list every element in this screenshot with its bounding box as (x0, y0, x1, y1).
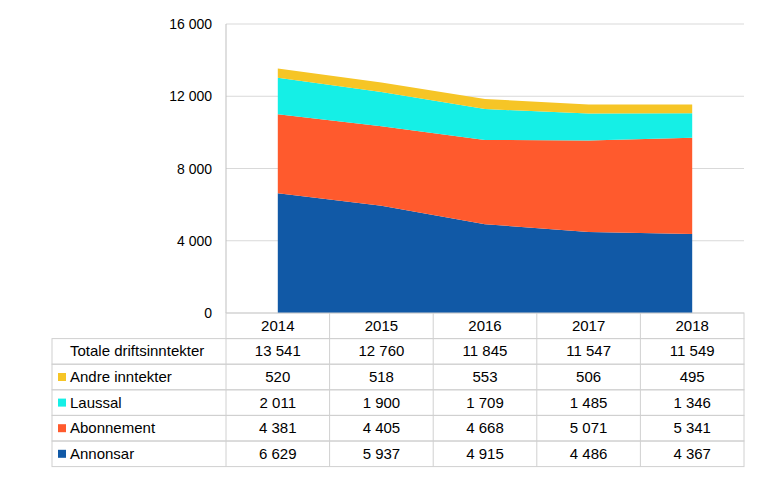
table-divider (433, 415, 434, 441)
table-value: 4 915 (466, 445, 504, 462)
table-value: 2 011 (260, 394, 296, 411)
table-divider (226, 364, 227, 390)
table-divider (433, 364, 434, 390)
table-divider (329, 364, 330, 390)
table-divider (640, 441, 641, 467)
legend-swatch (58, 450, 66, 458)
table-row (52, 415, 744, 441)
grid-line (226, 24, 744, 25)
table-row (52, 441, 744, 467)
table-value: 520 (265, 368, 290, 385)
table-value: 11 845 (463, 342, 508, 359)
table-divider (640, 390, 641, 416)
table-value: 5 071 (570, 419, 608, 436)
chart-root: 04 0008 00012 00016 00020142015201620172… (0, 0, 777, 486)
legend-swatch (58, 373, 66, 381)
x-tick-label: 2017 (572, 317, 605, 334)
y-tick-label: 16 000 (169, 16, 212, 32)
grid (226, 24, 744, 313)
table-divider (226, 390, 227, 416)
table-value: 553 (472, 368, 497, 385)
table-row (52, 364, 744, 390)
table-header-frame (226, 313, 744, 339)
table-row (52, 339, 744, 365)
y-tick-label: 12 000 (169, 88, 212, 104)
x-tick-label: 2015 (365, 317, 398, 334)
row-label: Totale driftsinntekter (70, 342, 204, 359)
y-tick-label: 4 000 (177, 233, 212, 249)
table-divider (226, 339, 227, 365)
table-divider (433, 441, 434, 467)
table-value: 1 900 (363, 394, 401, 411)
table-divider (536, 415, 537, 441)
table-value: 518 (369, 368, 394, 385)
table-divider (640, 339, 641, 365)
y-axis-line (226, 24, 227, 313)
table-divider (536, 313, 537, 339)
table-divider (329, 441, 330, 467)
table-divider (536, 339, 537, 365)
table-value: 5 937 (363, 445, 401, 462)
table-value: 1 709 (466, 394, 504, 411)
table-divider (226, 415, 227, 441)
table-value: 1 346 (673, 394, 711, 411)
row-label: Laussal (70, 394, 122, 411)
legend-swatch (58, 424, 66, 432)
table-value: 13 541 (255, 342, 301, 359)
table-value: 11 547 (566, 342, 611, 359)
legend-swatch (58, 399, 66, 407)
row-label: Abonnement (70, 419, 156, 436)
table-divider (536, 441, 537, 467)
table-divider (640, 364, 641, 390)
x-tick-label: 2014 (261, 317, 294, 334)
table-value: 1 485 (570, 394, 608, 411)
table-value: 11 549 (670, 342, 715, 359)
table-value: 12 760 (358, 342, 404, 359)
table-value: 4 381 (259, 419, 297, 436)
y-tick-label: 8 000 (177, 161, 212, 177)
table-divider (640, 415, 641, 441)
table-row (52, 390, 744, 416)
table-value: 506 (576, 368, 601, 385)
y-tick-label: 0 (204, 305, 212, 321)
row-label: Annonsar (70, 445, 134, 462)
table-value: 4 486 (570, 445, 608, 462)
table-value: 495 (680, 368, 705, 385)
table-value: 4 367 (673, 445, 711, 462)
row-label: Andre inntekter (70, 368, 172, 385)
x-tick-label: 2016 (468, 317, 501, 334)
table-value: 5 341 (673, 419, 711, 436)
table-divider (329, 415, 330, 441)
table-divider (536, 364, 537, 390)
table-divider (640, 313, 641, 339)
table-divider (536, 390, 537, 416)
table-value: 4 668 (466, 419, 504, 436)
area-3 (278, 68, 692, 113)
data-table: 2014 2015 2016 2017 2018 Totale driftsinntekt… (52, 313, 744, 467)
table-divider (433, 390, 434, 416)
table-divider (226, 441, 227, 467)
table-divider (329, 313, 330, 339)
x-tick-label: 2018 (676, 317, 709, 334)
table-divider (433, 339, 434, 365)
chart-svg: 04 0008 00012 00016 00020142015201620172… (0, 0, 777, 486)
table-divider (329, 390, 330, 416)
table-value: 6 629 (259, 445, 297, 462)
table-value: 4 405 (363, 419, 401, 436)
table-divider (329, 339, 330, 365)
table-divider (433, 313, 434, 339)
areas (278, 68, 692, 313)
